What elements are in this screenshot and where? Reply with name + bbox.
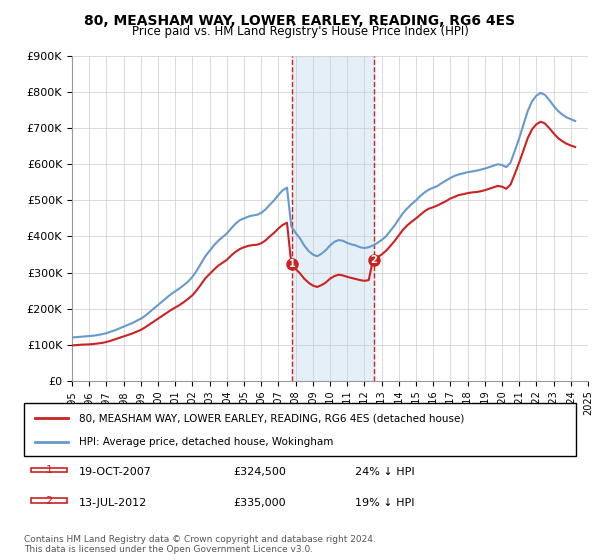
Text: 1: 1 <box>289 259 296 269</box>
Text: £335,000: £335,000 <box>234 498 286 507</box>
Bar <box>292 56 374 381</box>
Text: HPI: Average price, detached house, Wokingham: HPI: Average price, detached house, Woki… <box>79 436 334 446</box>
Text: 80, MEASHAM WAY, LOWER EARLEY, READING, RG6 4ES (detached house): 80, MEASHAM WAY, LOWER EARLEY, READING, … <box>79 413 464 423</box>
Text: 13-JUL-2012: 13-JUL-2012 <box>79 498 148 507</box>
Text: £324,500: £324,500 <box>234 467 287 477</box>
FancyBboxPatch shape <box>24 403 576 456</box>
FancyBboxPatch shape <box>31 498 67 503</box>
Text: 80, MEASHAM WAY, LOWER EARLEY, READING, RG6 4ES: 80, MEASHAM WAY, LOWER EARLEY, READING, … <box>85 14 515 28</box>
Text: Contains HM Land Registry data © Crown copyright and database right 2024.
This d: Contains HM Land Registry data © Crown c… <box>24 535 376 554</box>
Text: 1: 1 <box>46 465 52 475</box>
Text: 2: 2 <box>370 255 377 265</box>
FancyBboxPatch shape <box>31 468 67 473</box>
Text: 19-OCT-2007: 19-OCT-2007 <box>79 467 152 477</box>
Text: 2: 2 <box>45 496 52 506</box>
Text: 24% ↓ HPI: 24% ↓ HPI <box>355 467 415 477</box>
Text: Price paid vs. HM Land Registry's House Price Index (HPI): Price paid vs. HM Land Registry's House … <box>131 25 469 38</box>
Text: 19% ↓ HPI: 19% ↓ HPI <box>355 498 415 507</box>
